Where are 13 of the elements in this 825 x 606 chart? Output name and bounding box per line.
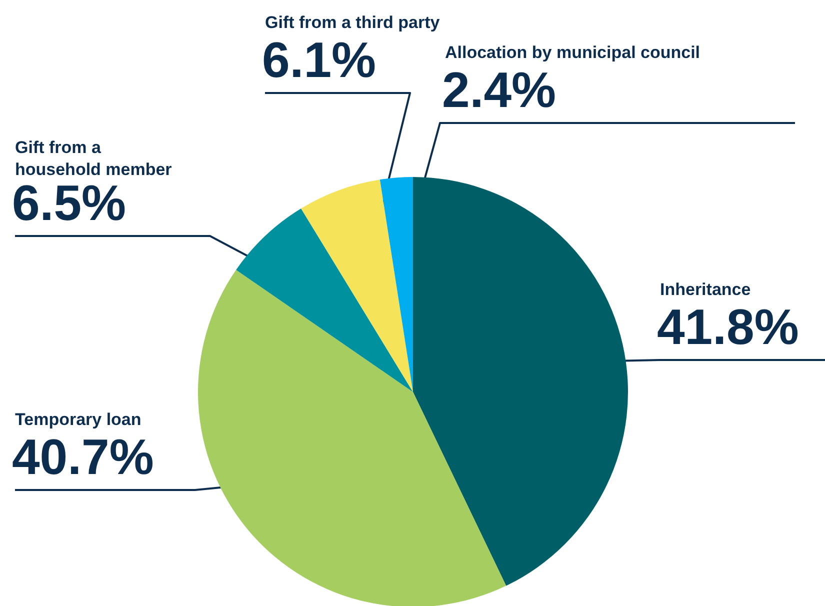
slice-label: Allocation by municipal council <box>445 43 700 62</box>
data-label: 6.1% <box>262 32 376 88</box>
slice-label: Gift from a third party <box>265 13 440 32</box>
slice-label: Temporary loan <box>15 410 142 429</box>
data-label: 40.7% <box>12 429 154 485</box>
data-label: 2.4% <box>442 62 556 118</box>
pie-slice <box>413 177 628 586</box>
slice-label: Inheritance <box>660 280 751 299</box>
data-label: 41.8% <box>657 299 799 355</box>
pie-slice <box>301 180 413 392</box>
pie-slice <box>236 208 413 392</box>
pie-slice <box>380 177 413 392</box>
pie-slice <box>198 270 506 606</box>
